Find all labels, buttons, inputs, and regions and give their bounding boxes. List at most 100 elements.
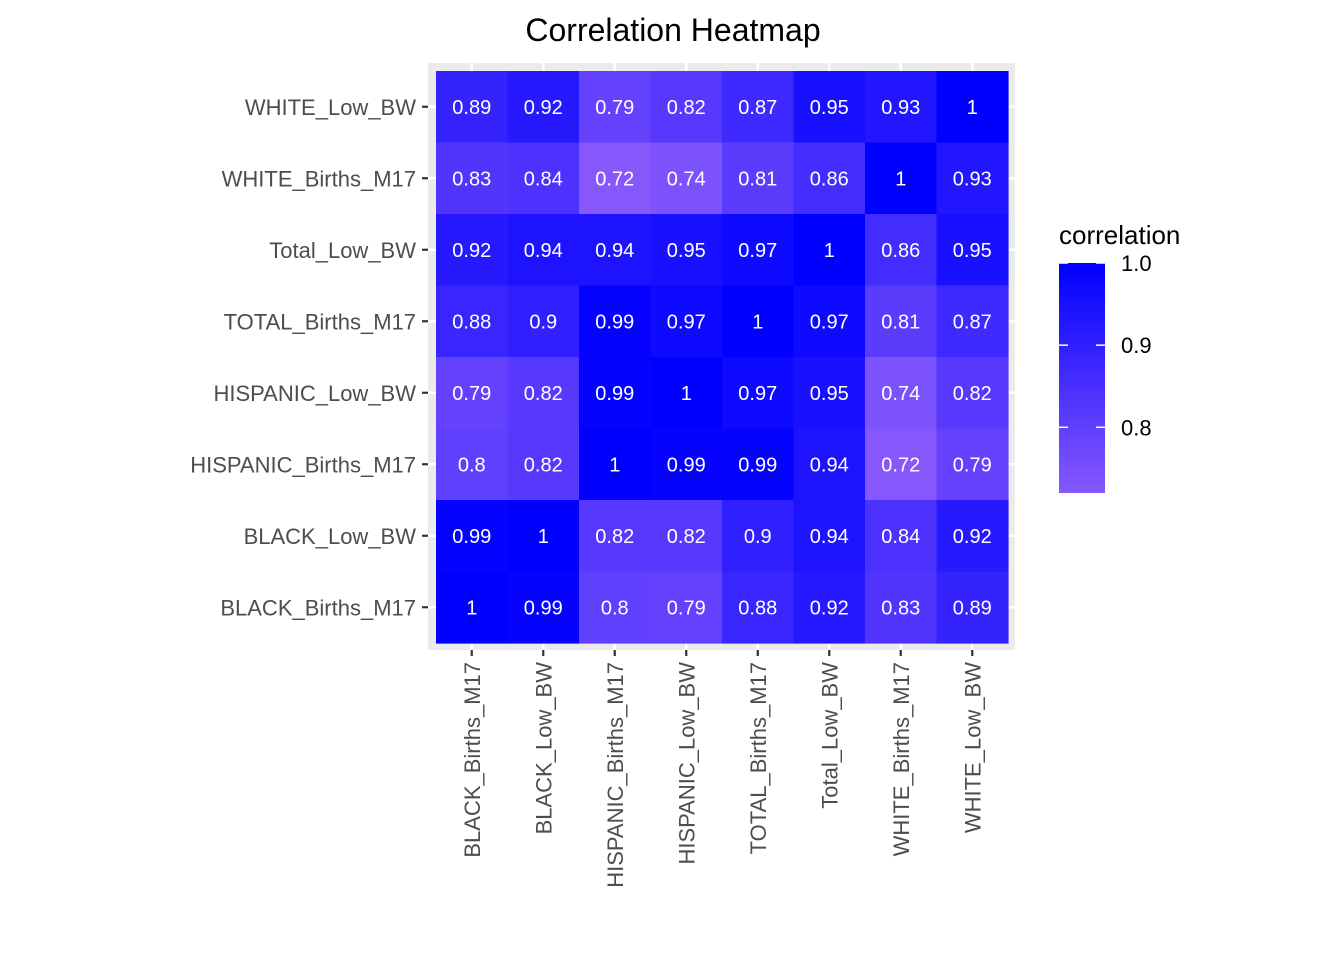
- cell-value-label: 0.94: [524, 240, 563, 262]
- heatmap-cell: [936, 500, 1009, 573]
- x-tick-label: BLACK_Births_M17: [460, 662, 485, 858]
- cell-value-label: 0.99: [595, 383, 634, 405]
- heatmap-cell: [436, 500, 509, 573]
- heatmap-cell: [865, 357, 938, 430]
- y-axis: WHITE_Low_BW WHITE_Births_M17 Total_Low_BW…: [190, 95, 428, 620]
- cell-value-label: 0.92: [524, 97, 563, 119]
- heatmap-cell: [579, 357, 652, 430]
- cell-value-label: 0.93: [953, 168, 992, 190]
- cell-value-label: 0.92: [452, 240, 491, 262]
- heatmap-cell: [507, 357, 580, 430]
- heatmap-cell: [436, 285, 509, 358]
- cell-value-label: 0.93: [881, 97, 920, 119]
- heatmap-cell: [793, 214, 866, 287]
- cell-value-label: 0.94: [810, 526, 849, 548]
- cell-value-label: 0.97: [738, 240, 777, 262]
- cell-value-labels: 0.89 0.92 0.79 0.82 0.87 0.95 0.93 1 0.83 0.84 0.7…: [452, 97, 991, 620]
- heatmap-cell: [722, 214, 795, 287]
- heatmap-cell: [722, 500, 795, 573]
- cell-value-label: 0.74: [667, 168, 706, 190]
- heatmap-cell: [436, 214, 509, 287]
- heatmap-cell: [436, 428, 509, 501]
- heatmap-cell: [722, 285, 795, 358]
- cell-value-label: 0.84: [524, 168, 563, 190]
- cell-value-label: 0.84: [881, 526, 920, 548]
- heatmap-cell: [650, 500, 723, 573]
- heatmap-cell: [865, 285, 938, 358]
- heatmap-cell: [507, 71, 580, 144]
- heatmap-cell: [579, 285, 652, 358]
- heatmap-cell: [650, 357, 723, 430]
- cell-value-label: 0.95: [810, 383, 849, 405]
- heatmap-cell: [936, 142, 1009, 215]
- cell-value-label: 0.82: [595, 526, 634, 548]
- cell-value-label: 0.99: [452, 526, 491, 548]
- x-tick-label: WHITE_Low_BW: [960, 662, 985, 833]
- heatmap-cell: [865, 214, 938, 287]
- heatmap-cell: [936, 571, 1009, 644]
- y-tick-label: Total_Low_BW: [269, 238, 416, 263]
- heatmap-cell: [722, 357, 795, 430]
- heatmap-cell: [579, 142, 652, 215]
- cell-value-label: 0.8: [601, 597, 629, 619]
- colorbar-tick-label: 0.9: [1121, 333, 1152, 358]
- heatmap-cell: [650, 71, 723, 144]
- cell-value-label: 0.79: [953, 454, 992, 476]
- cell-value-label: 0.97: [738, 383, 777, 405]
- cell-value-label: 0.95: [810, 97, 849, 119]
- chart-title: Correlation Heatmap: [525, 12, 820, 48]
- heatmap-cell: [793, 71, 866, 144]
- heatmap-cell: [936, 214, 1009, 287]
- cell-value-label: 0.72: [881, 454, 920, 476]
- cell-value-label: 0.79: [595, 97, 634, 119]
- heatmap-cell: [722, 142, 795, 215]
- cell-value-label: 1: [824, 240, 835, 262]
- cell-value-label: 0.89: [452, 97, 491, 119]
- cell-value-label: 0.79: [667, 597, 706, 619]
- cell-value-label: 0.86: [810, 168, 849, 190]
- heatmap-cell: [936, 428, 1009, 501]
- colorbar: [1059, 263, 1105, 493]
- cell-value-label: 0.95: [667, 240, 706, 262]
- y-tick-label: BLACK_Births_M17: [220, 595, 416, 620]
- cell-value-label: 0.86: [881, 240, 920, 262]
- y-tick-label: WHITE_Low_BW: [245, 95, 416, 120]
- cell-value-label: 1: [752, 311, 763, 333]
- heatmap-cell: [579, 71, 652, 144]
- cell-value-label: 0.99: [524, 597, 563, 619]
- cell-value-label: 0.81: [881, 311, 920, 333]
- cell-value-label: 0.82: [667, 97, 706, 119]
- cell-value-label: 1: [967, 97, 978, 119]
- heatmap-cell: [793, 285, 866, 358]
- x-axis: BLACK_Births_M17 BLACK_Low_BW HISPANIC_Bir…: [460, 650, 985, 888]
- heatmap-cells: [436, 71, 1009, 644]
- cell-value-label: 0.97: [667, 311, 706, 333]
- y-tick-label: BLACK_Low_BW: [244, 524, 417, 549]
- heatmap-cell: [865, 71, 938, 144]
- x-tick-label: Total_Low_BW: [817, 662, 842, 809]
- heatmap-cell: [436, 71, 509, 144]
- cell-value-label: 0.79: [452, 383, 491, 405]
- heatmap-cell: [650, 285, 723, 358]
- heatmap-cell: [865, 142, 938, 215]
- heatmap-cell: [793, 357, 866, 430]
- cell-value-label: 0.88: [452, 311, 491, 333]
- heatmap-cell: [865, 500, 938, 573]
- cell-value-label: 0.94: [810, 454, 849, 476]
- heatmap-cell: [650, 571, 723, 644]
- heatmap-cell: [650, 142, 723, 215]
- heatmap-cell: [793, 428, 866, 501]
- heatmap-cell: [865, 571, 938, 644]
- cell-value-label: 0.8: [458, 454, 486, 476]
- heatmap-cell: [579, 428, 652, 501]
- heatmap-cell: [936, 285, 1009, 358]
- heatmap-cell: [436, 357, 509, 430]
- cell-value-label: 0.94: [595, 240, 634, 262]
- y-tick-label: WHITE_Births_M17: [222, 166, 416, 191]
- heatmap-cell: [507, 214, 580, 287]
- y-tick-label: HISPANIC_Births_M17: [190, 452, 416, 477]
- cell-value-label: 0.89: [953, 597, 992, 619]
- x-tick-label: WHITE_Births_M17: [889, 662, 914, 856]
- heatmap-cell: [579, 571, 652, 644]
